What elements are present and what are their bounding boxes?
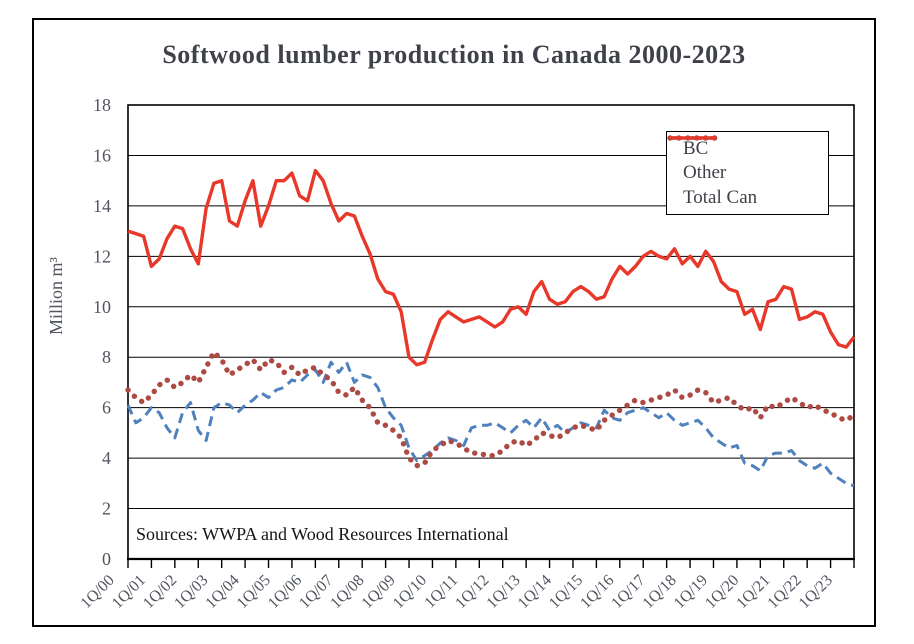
legend-label-other: Other (683, 162, 727, 184)
y-tick-label: 8 (102, 347, 111, 367)
y-tick-label: 12 (93, 246, 111, 266)
x-tick-label: 1Q/14 (515, 572, 555, 612)
x-tick-label: 1Q/18 (640, 572, 680, 612)
y-tick-label: 18 (93, 95, 111, 115)
y-tick-label: 16 (93, 145, 111, 165)
y-tick-label: 0 (102, 549, 111, 569)
x-tick-label: 1Q/00 (78, 572, 118, 612)
x-tick-label: 1Q/07 (296, 572, 336, 612)
y-tick-label: 10 (93, 297, 111, 317)
legend-label-bc: BC (683, 137, 709, 159)
x-tick-label: 1Q/01 (109, 572, 149, 612)
figure-border (32, 18, 876, 627)
x-tick-label: 1Q/16 (577, 572, 617, 612)
x-tick-label: 1Q/17 (608, 572, 648, 612)
x-tick-label: 1Q/04 (202, 572, 242, 612)
x-tick-label: 1Q/06 (265, 572, 305, 612)
legend-item-other: Other (667, 135, 828, 185)
source-note: Sources: WWPA and Wood Resources Interna… (136, 524, 509, 544)
y-tick-label: 4 (102, 448, 111, 468)
x-tick-label: 1Q/12 (452, 572, 492, 612)
x-tick-label: 1Q/08 (327, 572, 367, 612)
legend: BC Other Total Can (666, 131, 829, 215)
x-tick-label: 1Q/23 (796, 572, 836, 612)
x-tick-label: 1Q/02 (140, 572, 180, 612)
chart-title: Softwood lumber production in Canada 200… (162, 40, 746, 69)
x-tick-label: 1Q/15 (546, 572, 586, 612)
y-axis-title: Million m³ (46, 257, 66, 335)
y-tick-label: 6 (102, 398, 111, 418)
y-tick-label: 2 (102, 499, 111, 519)
x-tick-label: 1Q/22 (764, 572, 804, 612)
x-tick-label: 1Q/21 (733, 572, 773, 612)
series-bc-line (126, 360, 855, 488)
series-total-can-line (127, 168, 856, 367)
x-tick-label: 1Q/03 (171, 572, 211, 612)
y-tick-label: 14 (93, 196, 111, 216)
series-other-line (125, 349, 857, 469)
x-tick-label: 1Q/19 (671, 572, 711, 612)
x-tick-label: 1Q/20 (702, 572, 742, 612)
legend-item-total-can: Total Can (670, 136, 828, 210)
x-tick-label: 1Q/09 (359, 572, 399, 612)
x-tick-label: 1Q/13 (483, 572, 523, 612)
legend-label-total-can: Total Can (683, 187, 758, 209)
x-tick-label: 1Q/10 (390, 572, 430, 612)
x-tick-label: 1Q/11 (421, 572, 461, 612)
x-tick-label: 1Q/05 (234, 572, 274, 612)
legend-line-sample-total-can-svg (670, 136, 716, 140)
